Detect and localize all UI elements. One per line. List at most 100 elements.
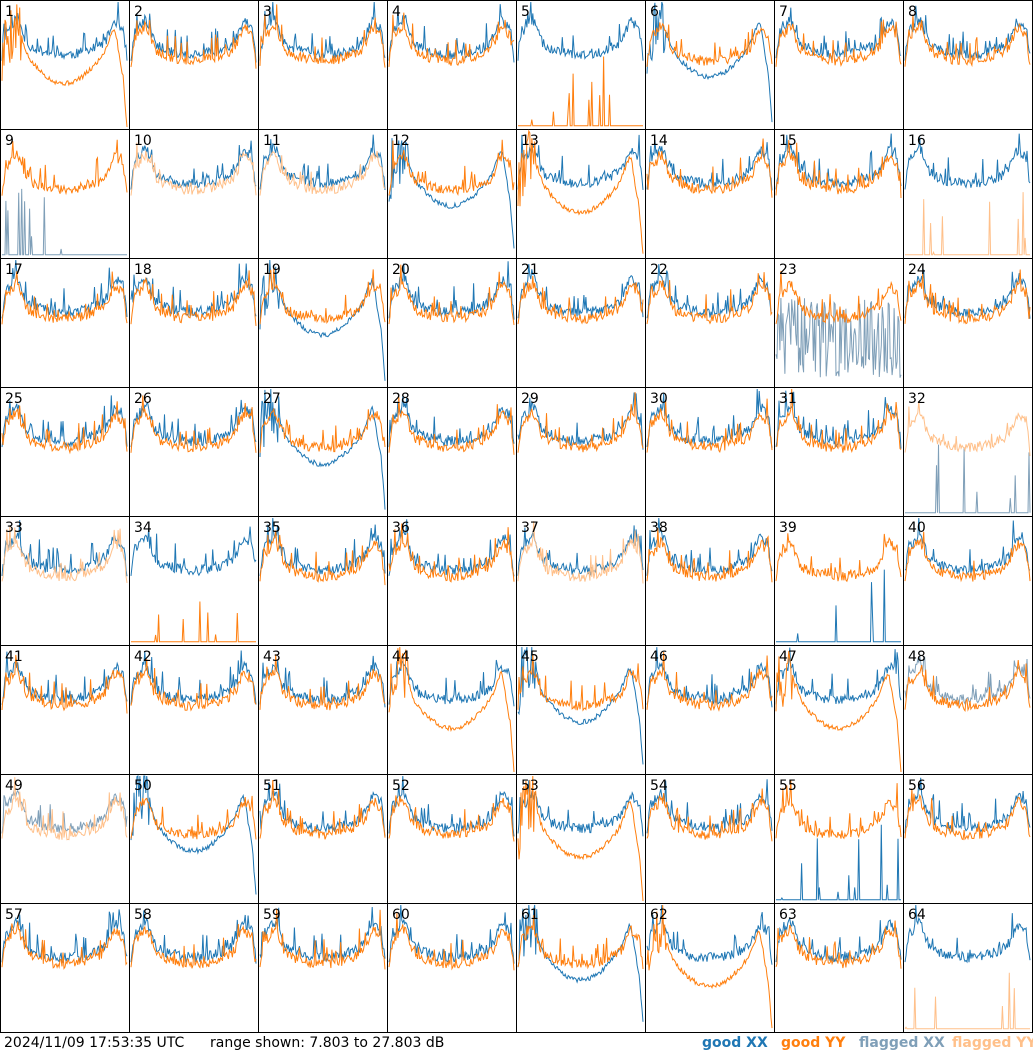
panel-53: 53 xyxy=(516,774,646,904)
series-yy-line xyxy=(517,775,644,902)
panel-25: 25 xyxy=(0,387,130,517)
panel-19: 19 xyxy=(258,258,388,388)
panel-50: 50 xyxy=(129,774,259,904)
panel-frame xyxy=(0,645,130,775)
series-xx-line xyxy=(904,5,1031,61)
panel-label: 58 xyxy=(134,907,152,923)
series-yy-line xyxy=(646,22,773,67)
panel-36: 36 xyxy=(387,516,517,646)
panel-frame xyxy=(129,0,259,130)
series-xx-line xyxy=(1,1,128,61)
panel-63: 63 xyxy=(774,903,904,1033)
panel-frame xyxy=(516,0,646,130)
panel-label: 60 xyxy=(392,907,410,923)
series-xx-line xyxy=(259,782,386,837)
panel-frame xyxy=(645,387,775,517)
panel-frame xyxy=(129,387,259,517)
series-xx-line xyxy=(646,264,773,319)
series-yy-line xyxy=(646,272,773,325)
series-yy-line xyxy=(1,921,128,970)
panel-frame xyxy=(387,258,517,388)
panel-label: 6 xyxy=(650,4,659,20)
panel-23: 23 xyxy=(774,258,904,388)
panel-label: 46 xyxy=(650,649,668,665)
series-yy-line xyxy=(517,653,644,712)
panel-label: 31 xyxy=(779,391,797,407)
panel-label: 9 xyxy=(5,133,14,149)
panel-frame xyxy=(258,903,388,1033)
series-yy-line xyxy=(130,659,257,712)
panel-label: 27 xyxy=(263,391,281,407)
panel-label: 19 xyxy=(263,262,281,278)
panel-49: 49 xyxy=(0,774,130,904)
series-yy-line xyxy=(131,601,256,643)
series-yy-line xyxy=(646,904,773,1029)
series-yy-line xyxy=(646,788,773,842)
panel-2: 2 xyxy=(129,0,259,130)
panel-label: 17 xyxy=(5,262,23,278)
panel-label: 53 xyxy=(521,778,539,794)
series-yy-line xyxy=(1,4,128,128)
series-xx-line xyxy=(646,517,773,577)
panel-60: 60 xyxy=(387,903,517,1033)
series-xx-line xyxy=(388,4,515,63)
series-yy-line xyxy=(259,654,386,711)
series-yy-line xyxy=(904,14,1031,68)
panel-frame xyxy=(516,774,646,904)
panel-8: 8 xyxy=(903,0,1033,130)
panel-frame xyxy=(903,774,1033,904)
series-xx-line xyxy=(646,904,773,965)
panel-29: 29 xyxy=(516,387,646,517)
panel-51: 51 xyxy=(258,774,388,904)
series-xx-line xyxy=(388,396,515,448)
panel-label: 29 xyxy=(521,391,539,407)
panel-frame xyxy=(516,645,646,775)
series-yy-line xyxy=(904,269,1031,325)
series-yy-line xyxy=(1,526,128,583)
series-xx-line xyxy=(517,134,644,190)
series-yy-line xyxy=(388,264,515,326)
panel-frame xyxy=(0,774,130,904)
panel-label: 48 xyxy=(908,649,926,665)
panel-label: 47 xyxy=(779,649,797,665)
panel-27: 27 xyxy=(258,387,388,517)
panel-58: 58 xyxy=(129,903,259,1033)
panel-7: 7 xyxy=(774,0,904,130)
panel-label: 35 xyxy=(263,520,281,536)
panel-frame xyxy=(129,774,259,904)
series-xx-line xyxy=(776,569,901,643)
panel-label: 59 xyxy=(263,907,281,923)
series-xx-line xyxy=(775,647,902,705)
panel-frame xyxy=(0,0,130,130)
panel-label: 63 xyxy=(779,907,797,923)
series-yy-line xyxy=(130,142,257,196)
panel-40: 40 xyxy=(903,516,1033,646)
series-yy-line xyxy=(904,660,1031,713)
panel-44: 44 xyxy=(387,645,517,775)
series-yy-line xyxy=(904,531,1031,583)
panel-frame xyxy=(774,903,904,1033)
series-yy-line xyxy=(388,12,515,67)
series-yy-line xyxy=(517,915,644,970)
panel-13: 13 xyxy=(516,129,646,259)
series-yy-line xyxy=(388,397,515,455)
series-xx-line xyxy=(259,388,386,510)
panel-frame xyxy=(387,129,517,259)
panel-label: 52 xyxy=(392,778,410,794)
panel-43: 43 xyxy=(258,645,388,775)
panel-frame xyxy=(645,516,775,646)
panel-46: 46 xyxy=(645,645,775,775)
series-yy-line xyxy=(775,270,902,325)
legend-flagged-yy: flagged YY xyxy=(952,1035,1033,1051)
panel-label: 3 xyxy=(263,4,272,20)
series-yy-line xyxy=(259,779,386,840)
series-yy-line xyxy=(905,192,1030,256)
panel-32: 32 xyxy=(903,387,1033,517)
series-xx-line xyxy=(905,444,1031,514)
panel-label: 62 xyxy=(650,907,668,923)
panel-label: 51 xyxy=(263,778,281,794)
panel-18: 18 xyxy=(129,258,259,388)
panel-38: 38 xyxy=(645,516,775,646)
panel-label: 2 xyxy=(134,4,143,20)
